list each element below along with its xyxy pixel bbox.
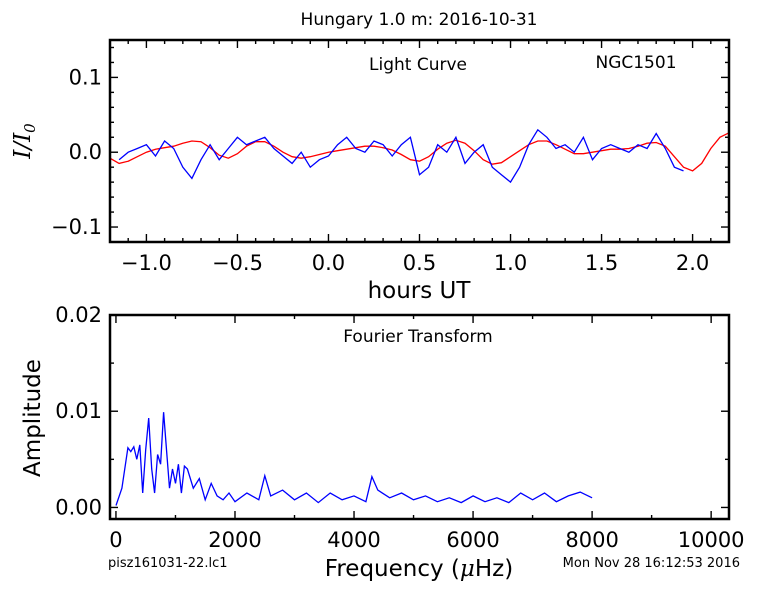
light-curve-y-tick-label: 0.0: [69, 140, 102, 164]
light-curve-y-axis-label: I/I0: [10, 123, 39, 160]
light-curve-x-tick-label: −1.0: [121, 251, 172, 275]
fourier-frame: [108, 313, 731, 521]
footer-filename: pisz161031-22.lc1: [108, 556, 227, 571]
fourier-x-tick-label: 8000: [565, 528, 618, 552]
fourier-panel-label: Fourier Transform: [343, 327, 492, 347]
light-curve-x-tick-label: −0.5: [212, 251, 263, 275]
light-curve-data-line: [118, 128, 684, 184]
light-curve-x-tick-labels: −1.0 −0.5 0.0 0.5 1.0 1.5 2.0: [121, 251, 709, 275]
fourier-x-tick-label: 2000: [208, 528, 261, 552]
fourier-x-tick-labels: 0 2000 4000 6000 8000 10000: [109, 528, 744, 552]
light-curve-x-tick-label: 2.0: [676, 251, 709, 275]
fourier-y-tick-label: 0.02: [55, 303, 102, 327]
footer-timestamp: Mon Nov 28 16:12:53 2016: [563, 556, 740, 571]
light-curve-panel: Light Curve NGC1501 −1.0 −0.5 0.0 0.5 1.0 1.5…: [10, 38, 731, 304]
figure-title: Hungary 1.0 m: 2016-10-31: [301, 10, 538, 30]
fit-curve-line: [110, 132, 729, 172]
light-curve-x-tick-label: 1.0: [494, 251, 527, 275]
light-curve-x-tick-label: 0.0: [312, 251, 345, 275]
fourier-y-tick-label: 0.01: [55, 399, 102, 423]
light-curve-x-tick-label: 1.5: [585, 251, 618, 275]
object-label: NGC1501: [595, 53, 676, 73]
light-curve-x-tick-label: 0.5: [403, 251, 436, 275]
light-curve-plot-area: [110, 128, 729, 184]
fourier-x-tick-label: 4000: [327, 528, 380, 552]
fourier-x-tick-label: 10000: [678, 528, 745, 552]
light-curve-y-tick-label: −0.1: [51, 215, 102, 239]
fourier-amplitude-line: [115, 412, 593, 506]
light-curve-frame: [108, 38, 731, 244]
light-curve-panel-label: Light Curve: [369, 55, 467, 75]
fourier-panel: Fourier Transform 0 2000 4000 6000 8000 10000…: [20, 303, 745, 582]
light-curve-x-axis-label: hours UT: [368, 278, 472, 304]
light-curve-y-tick-label: 0.1: [69, 65, 102, 89]
fourier-y-tick-label: 0.00: [55, 495, 102, 519]
fourier-x-axis-label: Frequency (μHz): [325, 556, 513, 582]
fourier-plot-area: [115, 412, 593, 506]
light-curve-y-tick-labels: −0.1 0.0 0.1: [51, 65, 102, 239]
fourier-x-tick-label: 6000: [446, 528, 499, 552]
fourier-y-tick-labels: 0.00 0.01 0.02: [55, 303, 102, 519]
fourier-x-tick-label: 0: [109, 528, 122, 552]
fourier-y-axis-label: Amplitude: [20, 359, 46, 477]
